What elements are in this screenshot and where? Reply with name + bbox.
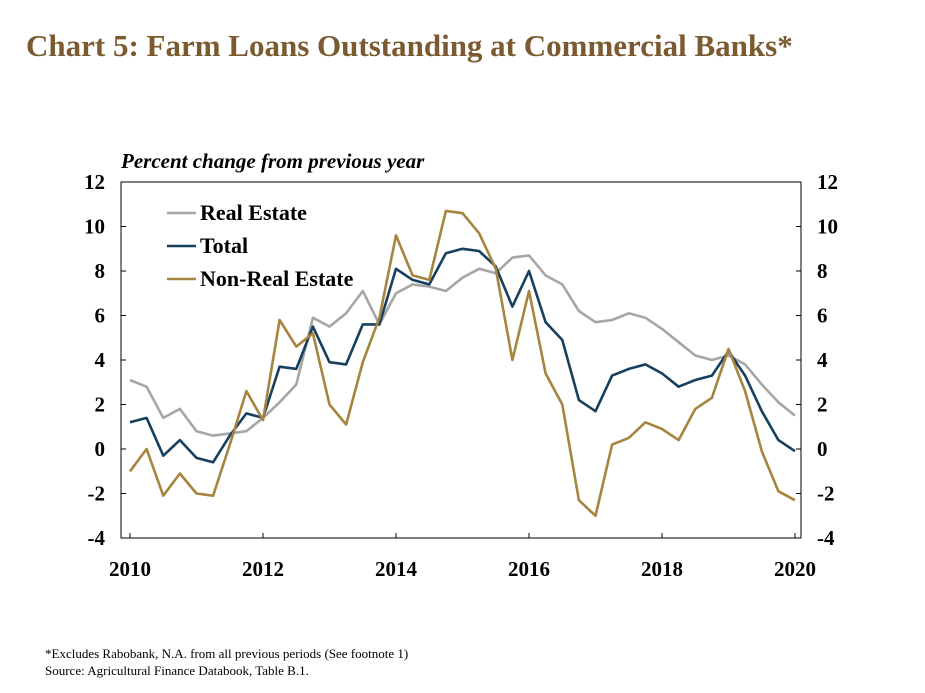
x-tick-label: 2020 bbox=[774, 557, 816, 581]
y-tick-label-right: 10 bbox=[817, 215, 838, 239]
series-line-non-real-estate bbox=[128, 209, 796, 518]
y-tick-label-right: -4 bbox=[817, 526, 835, 550]
series-lines bbox=[128, 209, 796, 518]
y-tick-label-right: 4 bbox=[817, 348, 828, 372]
left-y-tick-labels: 12 10 8 6 4 2 0 -2 -4 bbox=[84, 170, 106, 550]
series-line-total bbox=[129, 247, 796, 464]
legend-label: Non-Real Estate bbox=[200, 266, 354, 291]
y-axis-label: Percent change from previous year bbox=[120, 149, 425, 173]
y-tick-label-right: 6 bbox=[817, 304, 828, 328]
x-tick-label: 2014 bbox=[375, 557, 418, 581]
right-y-tick-labels: 12 10 8 6 4 2 0 -2 -4 bbox=[817, 170, 838, 550]
y-tick-label-right: 8 bbox=[817, 259, 828, 283]
y-tick-label-left: 8 bbox=[95, 259, 106, 283]
x-tick-label: 2016 bbox=[508, 557, 550, 581]
y-tick-label-left: 4 bbox=[95, 348, 106, 372]
y-tick-label-left: 6 bbox=[95, 304, 106, 328]
x-tick-labels: 2010 2012 2014 2016 2018 2020 bbox=[109, 557, 816, 581]
x-tick-label: 2012 bbox=[242, 557, 284, 581]
y-tick-label-left: 0 bbox=[95, 437, 106, 461]
y-tick-label-right: 12 bbox=[817, 170, 838, 194]
tick-marks bbox=[121, 181, 801, 539]
legend-label: Total bbox=[200, 233, 248, 258]
footnote-source: Source: Agricultural Finance Databook, T… bbox=[45, 663, 309, 678]
legend-label: Real Estate bbox=[200, 200, 307, 225]
y-tick-label-left: -2 bbox=[88, 482, 106, 506]
x-tick-label: 2010 bbox=[109, 557, 151, 581]
y-tick-label-right: 0 bbox=[817, 437, 828, 461]
legend: Real Estate Total Non-Real Estate bbox=[167, 200, 354, 291]
y-tick-label-left: 10 bbox=[84, 215, 105, 239]
series-line-real-estate bbox=[129, 254, 796, 437]
y-tick-label-right: -2 bbox=[817, 482, 835, 506]
x-tick-label: 2018 bbox=[641, 557, 683, 581]
y-tick-label-right: 2 bbox=[817, 393, 828, 417]
chart-title: Chart 5: Farm Loans Outstanding at Comme… bbox=[26, 28, 793, 63]
y-tick-label-left: 2 bbox=[95, 393, 106, 417]
y-tick-label-left: 12 bbox=[84, 170, 105, 194]
footnote-note: *Excludes Rabobank, N.A. from all previo… bbox=[45, 646, 409, 661]
y-tick-label-left: -4 bbox=[88, 526, 106, 550]
